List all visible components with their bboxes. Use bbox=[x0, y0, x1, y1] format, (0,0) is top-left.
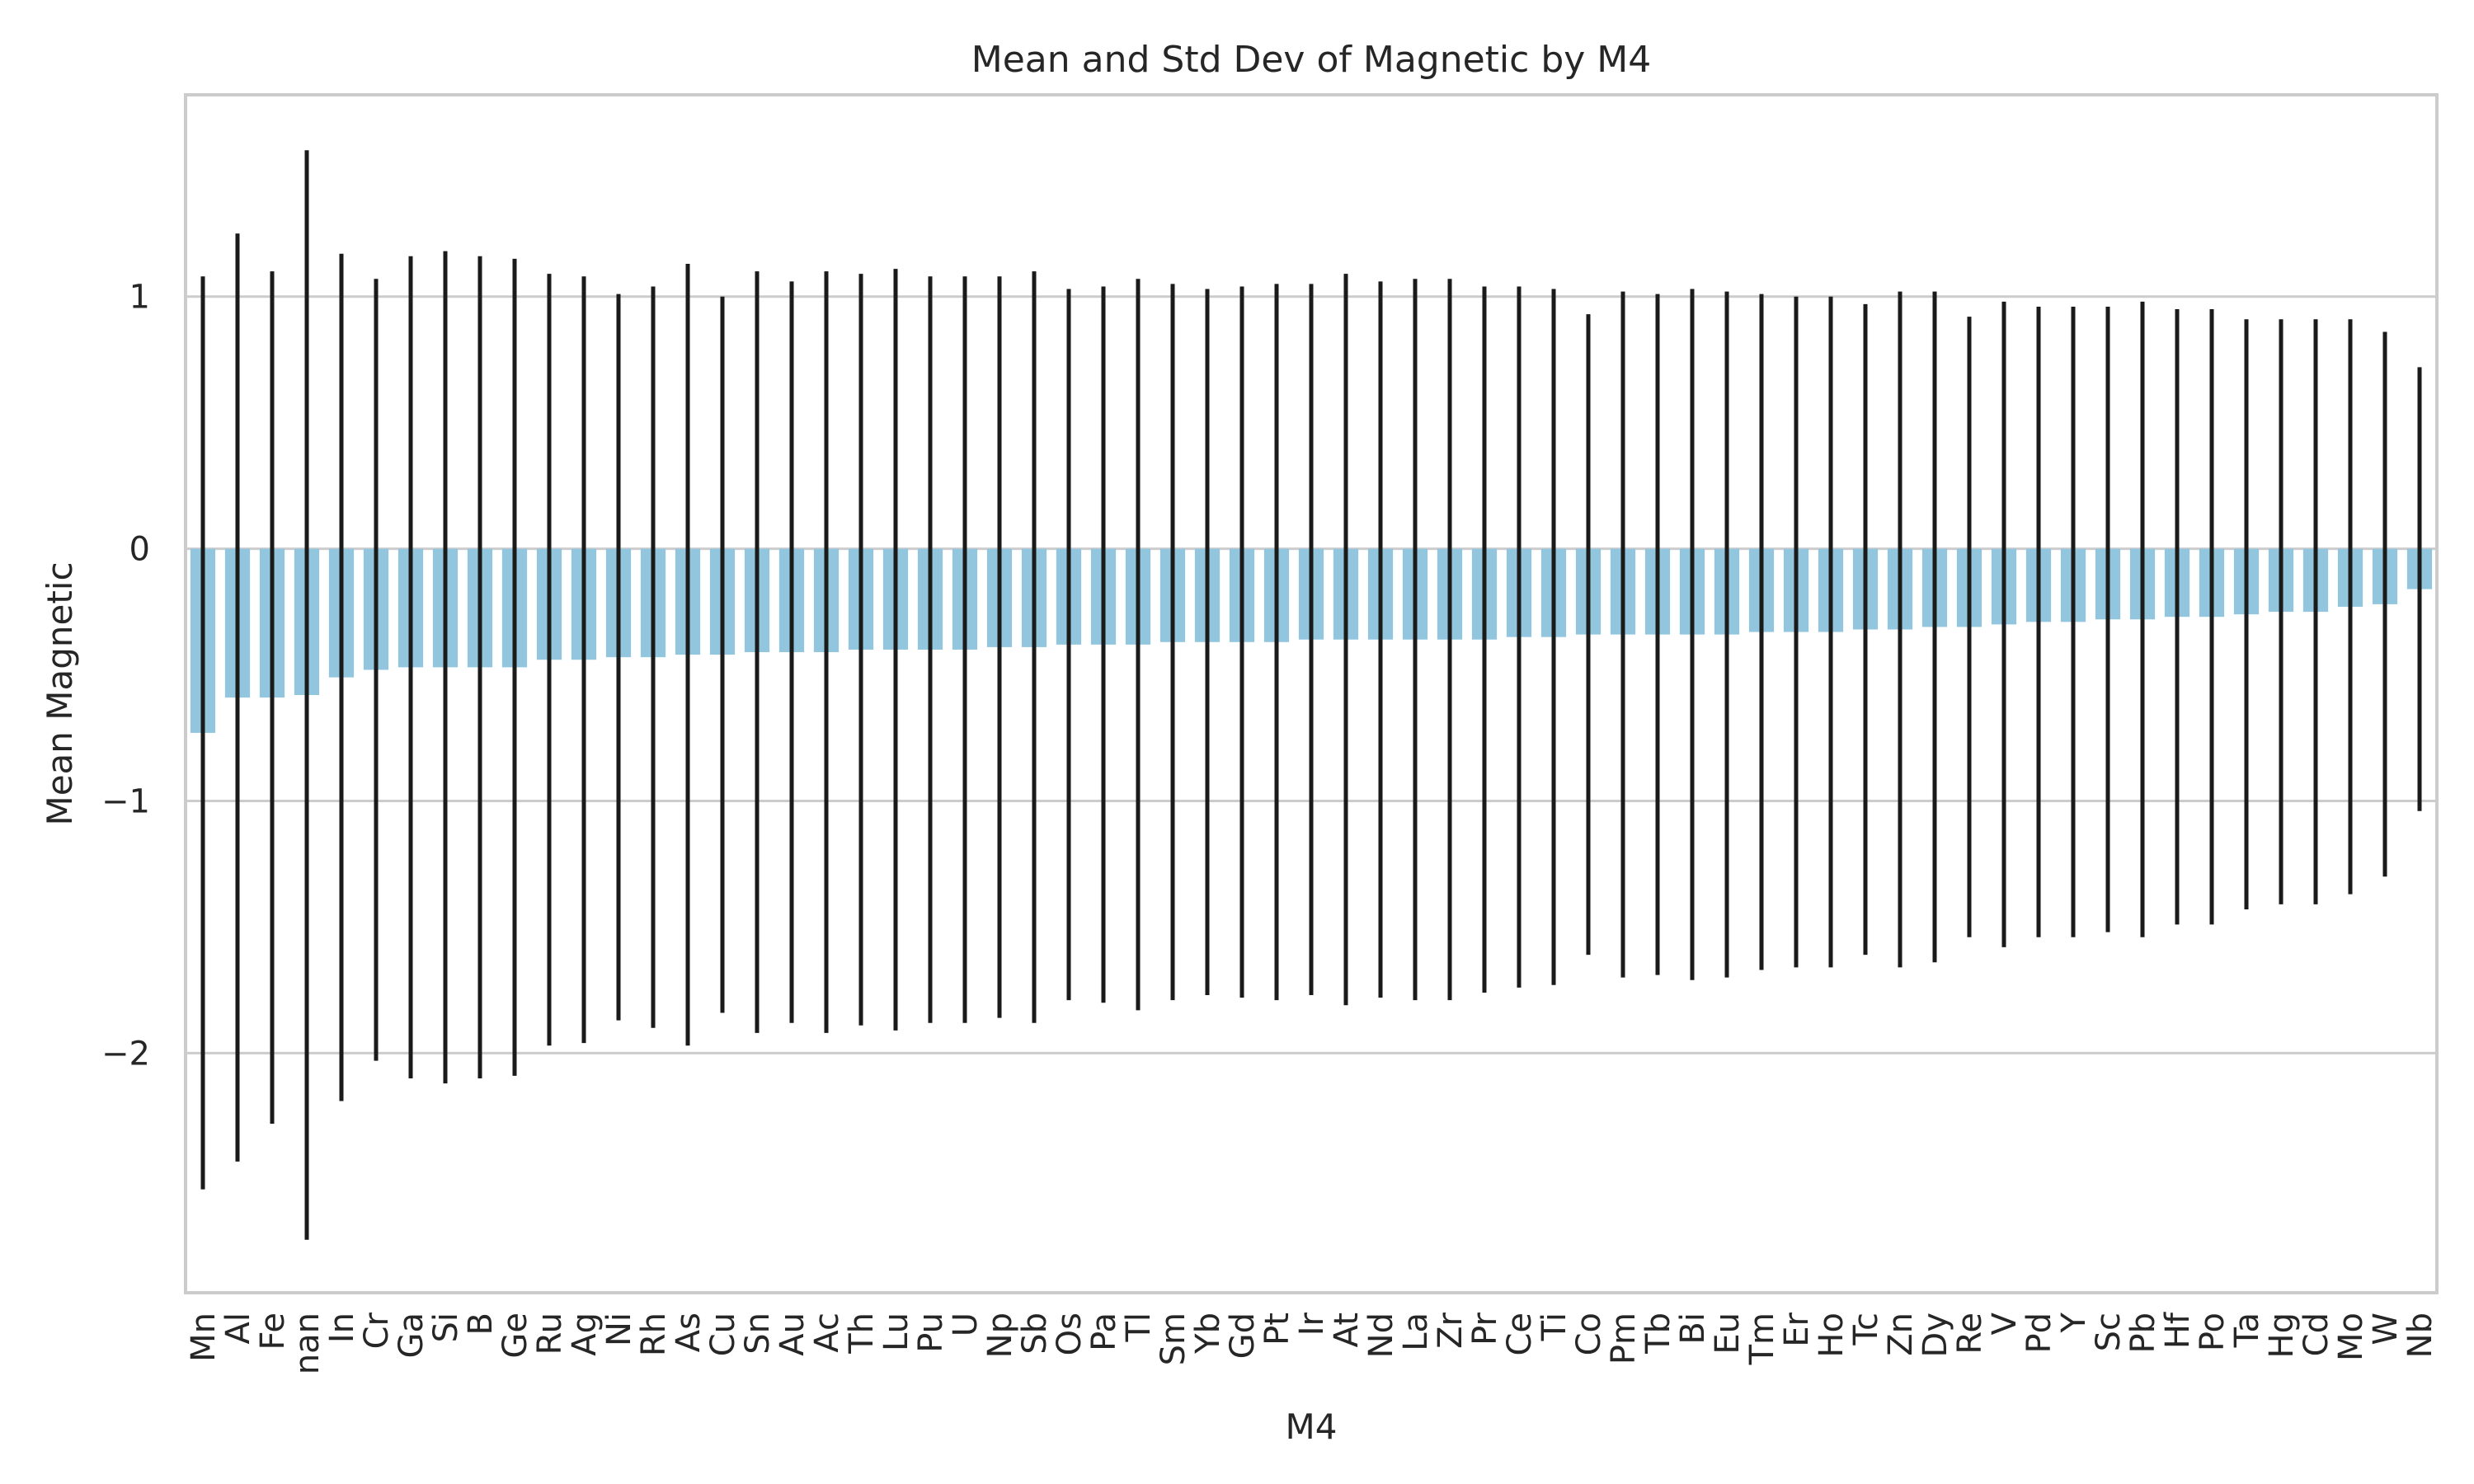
x-tick-label: Pb bbox=[2124, 1313, 2162, 1354]
x-tick-label: Pu bbox=[912, 1313, 950, 1353]
x-tick-label: Si bbox=[427, 1313, 465, 1343]
x-tick-label: Hg bbox=[2263, 1313, 2301, 1358]
x-axis-label: M4 bbox=[1286, 1407, 1338, 1447]
x-tick-label: Ac bbox=[808, 1313, 846, 1353]
x-tick-label: Mn bbox=[185, 1313, 223, 1362]
x-tick-label: Sm bbox=[1155, 1313, 1192, 1365]
x-tick-label: Ti bbox=[1536, 1313, 1573, 1341]
x-tick-label: Cr bbox=[358, 1312, 396, 1349]
x-tick-label: Nb bbox=[2401, 1313, 2439, 1358]
x-tick-label: Tm bbox=[1743, 1313, 1781, 1365]
x-tick-label: La bbox=[1397, 1313, 1435, 1351]
x-tick-label: Ni bbox=[600, 1313, 638, 1346]
x-tick-label: Cu bbox=[704, 1313, 742, 1356]
x-tick-label: At bbox=[1328, 1313, 1366, 1347]
x-tick-label: Al bbox=[219, 1313, 257, 1344]
x-tick-label: W bbox=[2367, 1313, 2405, 1345]
x-tick-label: Mo bbox=[2332, 1313, 2370, 1361]
error-bar-layer bbox=[200, 150, 2422, 1240]
x-tick-label: Fe bbox=[254, 1313, 292, 1350]
chart-title: Mean and Std Dev of Magnetic by M4 bbox=[971, 39, 1651, 81]
x-tick-label: Rh bbox=[635, 1313, 673, 1356]
x-tick-label: Pa bbox=[1085, 1313, 1123, 1351]
x-tick-label: Pd bbox=[2020, 1313, 2058, 1354]
x-tick-label: Dy bbox=[1917, 1313, 1954, 1357]
x-tick-label: Ga bbox=[393, 1313, 430, 1359]
x-tick-label: Gd bbox=[1224, 1313, 1262, 1359]
x-tick-label: Ir bbox=[1293, 1312, 1331, 1336]
y-tick-label: −2 bbox=[101, 1035, 150, 1073]
y-tick-label: 0 bbox=[129, 531, 150, 569]
x-tick-label: Zn bbox=[1882, 1313, 1920, 1356]
plot-frame bbox=[184, 93, 2439, 1294]
x-tick-label: Ge bbox=[496, 1313, 534, 1359]
x-tick-label: Y bbox=[2055, 1312, 2093, 1333]
x-tick-label: Lu bbox=[877, 1313, 915, 1351]
x-tick-label: Np bbox=[981, 1313, 1019, 1358]
x-tick-label: Re bbox=[1951, 1313, 1989, 1355]
x-tick-label: Ru bbox=[531, 1313, 569, 1355]
x-tick-label: nan bbox=[289, 1313, 327, 1374]
y-tick-label: 1 bbox=[129, 279, 150, 317]
x-tick-label: Tc bbox=[1847, 1313, 1885, 1346]
x-tick-labels: MnAlFenanInCrGaSiBGeRuAgNiRhAsCuSnAuAcTh… bbox=[185, 1312, 2439, 1374]
y-axis-label: Mean Magnetic bbox=[40, 561, 80, 825]
x-tick-label: Sn bbox=[739, 1313, 777, 1355]
x-tick-label: Ta bbox=[2228, 1313, 2266, 1348]
x-tick-label: Au bbox=[774, 1313, 811, 1356]
x-tick-label: Tl bbox=[1120, 1313, 1158, 1343]
x-tick-label: V bbox=[1986, 1312, 2024, 1335]
x-tick-label: Eu bbox=[1709, 1313, 1747, 1355]
x-tick-label: Er bbox=[1778, 1312, 1816, 1346]
x-tick-label: Sb bbox=[1016, 1313, 1054, 1355]
x-tick-label: Nd bbox=[1362, 1313, 1400, 1358]
x-tick-label: In bbox=[323, 1313, 361, 1343]
x-tick-label: Zr bbox=[1432, 1312, 1470, 1348]
x-tick-label: Ho bbox=[1813, 1313, 1851, 1358]
x-tick-label: Tb bbox=[1639, 1313, 1677, 1355]
x-tick-label: Pr bbox=[1466, 1312, 1504, 1345]
x-tick-label: U bbox=[947, 1313, 985, 1336]
x-tick-label: Ag bbox=[566, 1313, 604, 1356]
x-tick-label: Yb bbox=[1189, 1313, 1227, 1355]
x-tick-label: Th bbox=[843, 1313, 881, 1355]
x-tick-label: Ce bbox=[1501, 1313, 1539, 1356]
x-tick-label: Pm bbox=[1605, 1313, 1643, 1364]
x-tick-label: As bbox=[670, 1313, 708, 1352]
x-tick-label: Hf bbox=[2159, 1312, 2197, 1349]
x-tick-label: Po bbox=[2194, 1313, 2232, 1351]
y-tick-label: −1 bbox=[101, 783, 150, 821]
x-tick-label: Bi bbox=[1674, 1313, 1712, 1345]
x-tick-label: Os bbox=[1051, 1313, 1089, 1355]
x-tick-label: Sc bbox=[2090, 1313, 2128, 1351]
x-tick-label: Cd bbox=[2298, 1313, 2335, 1356]
x-tick-label: Pt bbox=[1258, 1313, 1296, 1345]
y-tick-labels: 1 0 −1 −2 bbox=[101, 279, 150, 1073]
x-tick-label: B bbox=[462, 1313, 500, 1335]
x-tick-label: Co bbox=[1570, 1313, 1608, 1355]
